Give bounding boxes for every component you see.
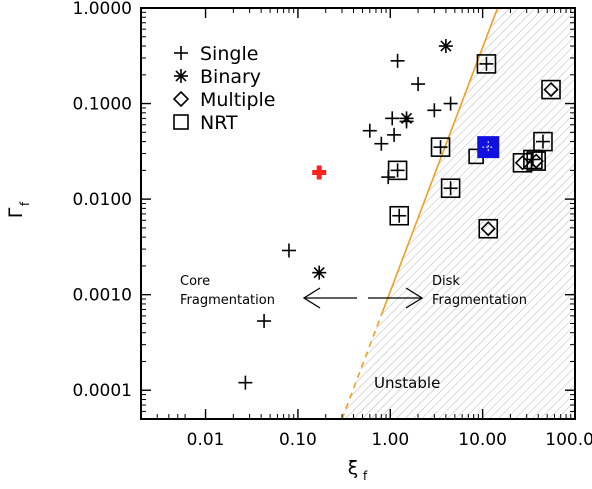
data-point xyxy=(387,127,402,142)
data-point xyxy=(238,375,253,390)
data-point xyxy=(476,54,497,74)
y-tick-label: 0.1000 xyxy=(73,95,132,115)
data-point xyxy=(389,205,410,226)
legend-label: NRT xyxy=(200,112,238,134)
svg-text:f: f xyxy=(18,201,32,206)
data-point xyxy=(411,77,426,92)
y-tick-label: 0.0010 xyxy=(73,286,132,306)
x-tick-label: 100.00 xyxy=(545,430,592,450)
legend-marker xyxy=(172,90,190,108)
data-point xyxy=(312,165,327,180)
data-point xyxy=(312,265,327,280)
x-axis-label: ξ f xyxy=(348,457,368,483)
data-point xyxy=(526,151,546,171)
data-point xyxy=(385,111,400,126)
data-point xyxy=(477,136,500,159)
data-point xyxy=(399,111,414,126)
x-tick-label: 10.00 xyxy=(458,430,507,450)
data-point xyxy=(430,137,451,157)
data-point xyxy=(390,53,405,68)
boundary-dashed-segment xyxy=(341,314,383,420)
data-point xyxy=(362,123,377,138)
svg-text:f: f xyxy=(363,469,368,483)
legend-label: Single xyxy=(200,43,258,65)
x-tick-label: 0.01 xyxy=(187,430,225,450)
x-tick-label: 1.00 xyxy=(371,430,409,450)
data-points xyxy=(238,39,561,390)
data-point xyxy=(443,96,458,111)
data-point xyxy=(257,314,272,329)
legend-label: Binary xyxy=(200,66,261,88)
legend-marker xyxy=(174,46,188,60)
legend-marker xyxy=(174,69,188,83)
y-tick-label: 1.0000 xyxy=(73,0,132,19)
data-point xyxy=(427,103,442,118)
data-point xyxy=(440,178,461,199)
y-axis-label: Γ f xyxy=(5,201,32,218)
disk-label-line2: Fragmentation xyxy=(432,293,527,308)
data-point xyxy=(438,39,453,54)
data-point xyxy=(541,79,561,100)
core-label-line2: Fragmentation xyxy=(180,293,275,308)
axis-ticks: 0.01 0.10 1.00 10.00 100.00 0.0001 0.0010 0.010… xyxy=(73,0,592,450)
data-point xyxy=(374,136,389,151)
svg-text:Γ: Γ xyxy=(5,207,27,218)
y-tick-label: 0.0100 xyxy=(73,190,132,210)
data-point xyxy=(281,243,296,258)
core-label-line1: Core xyxy=(180,274,210,289)
x-tick-label: 0.10 xyxy=(279,430,317,450)
disk-arrow-head xyxy=(405,287,424,309)
data-point xyxy=(478,218,499,239)
legend-marker xyxy=(173,114,189,130)
annotations: Core Fragmentation Disk Fragmentation Unstab… xyxy=(180,274,527,392)
core-arrow-head xyxy=(302,287,321,309)
data-point xyxy=(387,160,408,181)
legend-label: Multiple xyxy=(200,89,275,111)
disk-label-line1: Disk xyxy=(432,274,460,289)
data-point xyxy=(533,131,553,152)
svg-text:ξ: ξ xyxy=(348,457,359,479)
y-tick-label: 0.0001 xyxy=(73,381,132,401)
unstable-hatch xyxy=(341,8,575,419)
unstable-region xyxy=(341,8,575,419)
unstable-label: Unstable xyxy=(374,374,440,392)
